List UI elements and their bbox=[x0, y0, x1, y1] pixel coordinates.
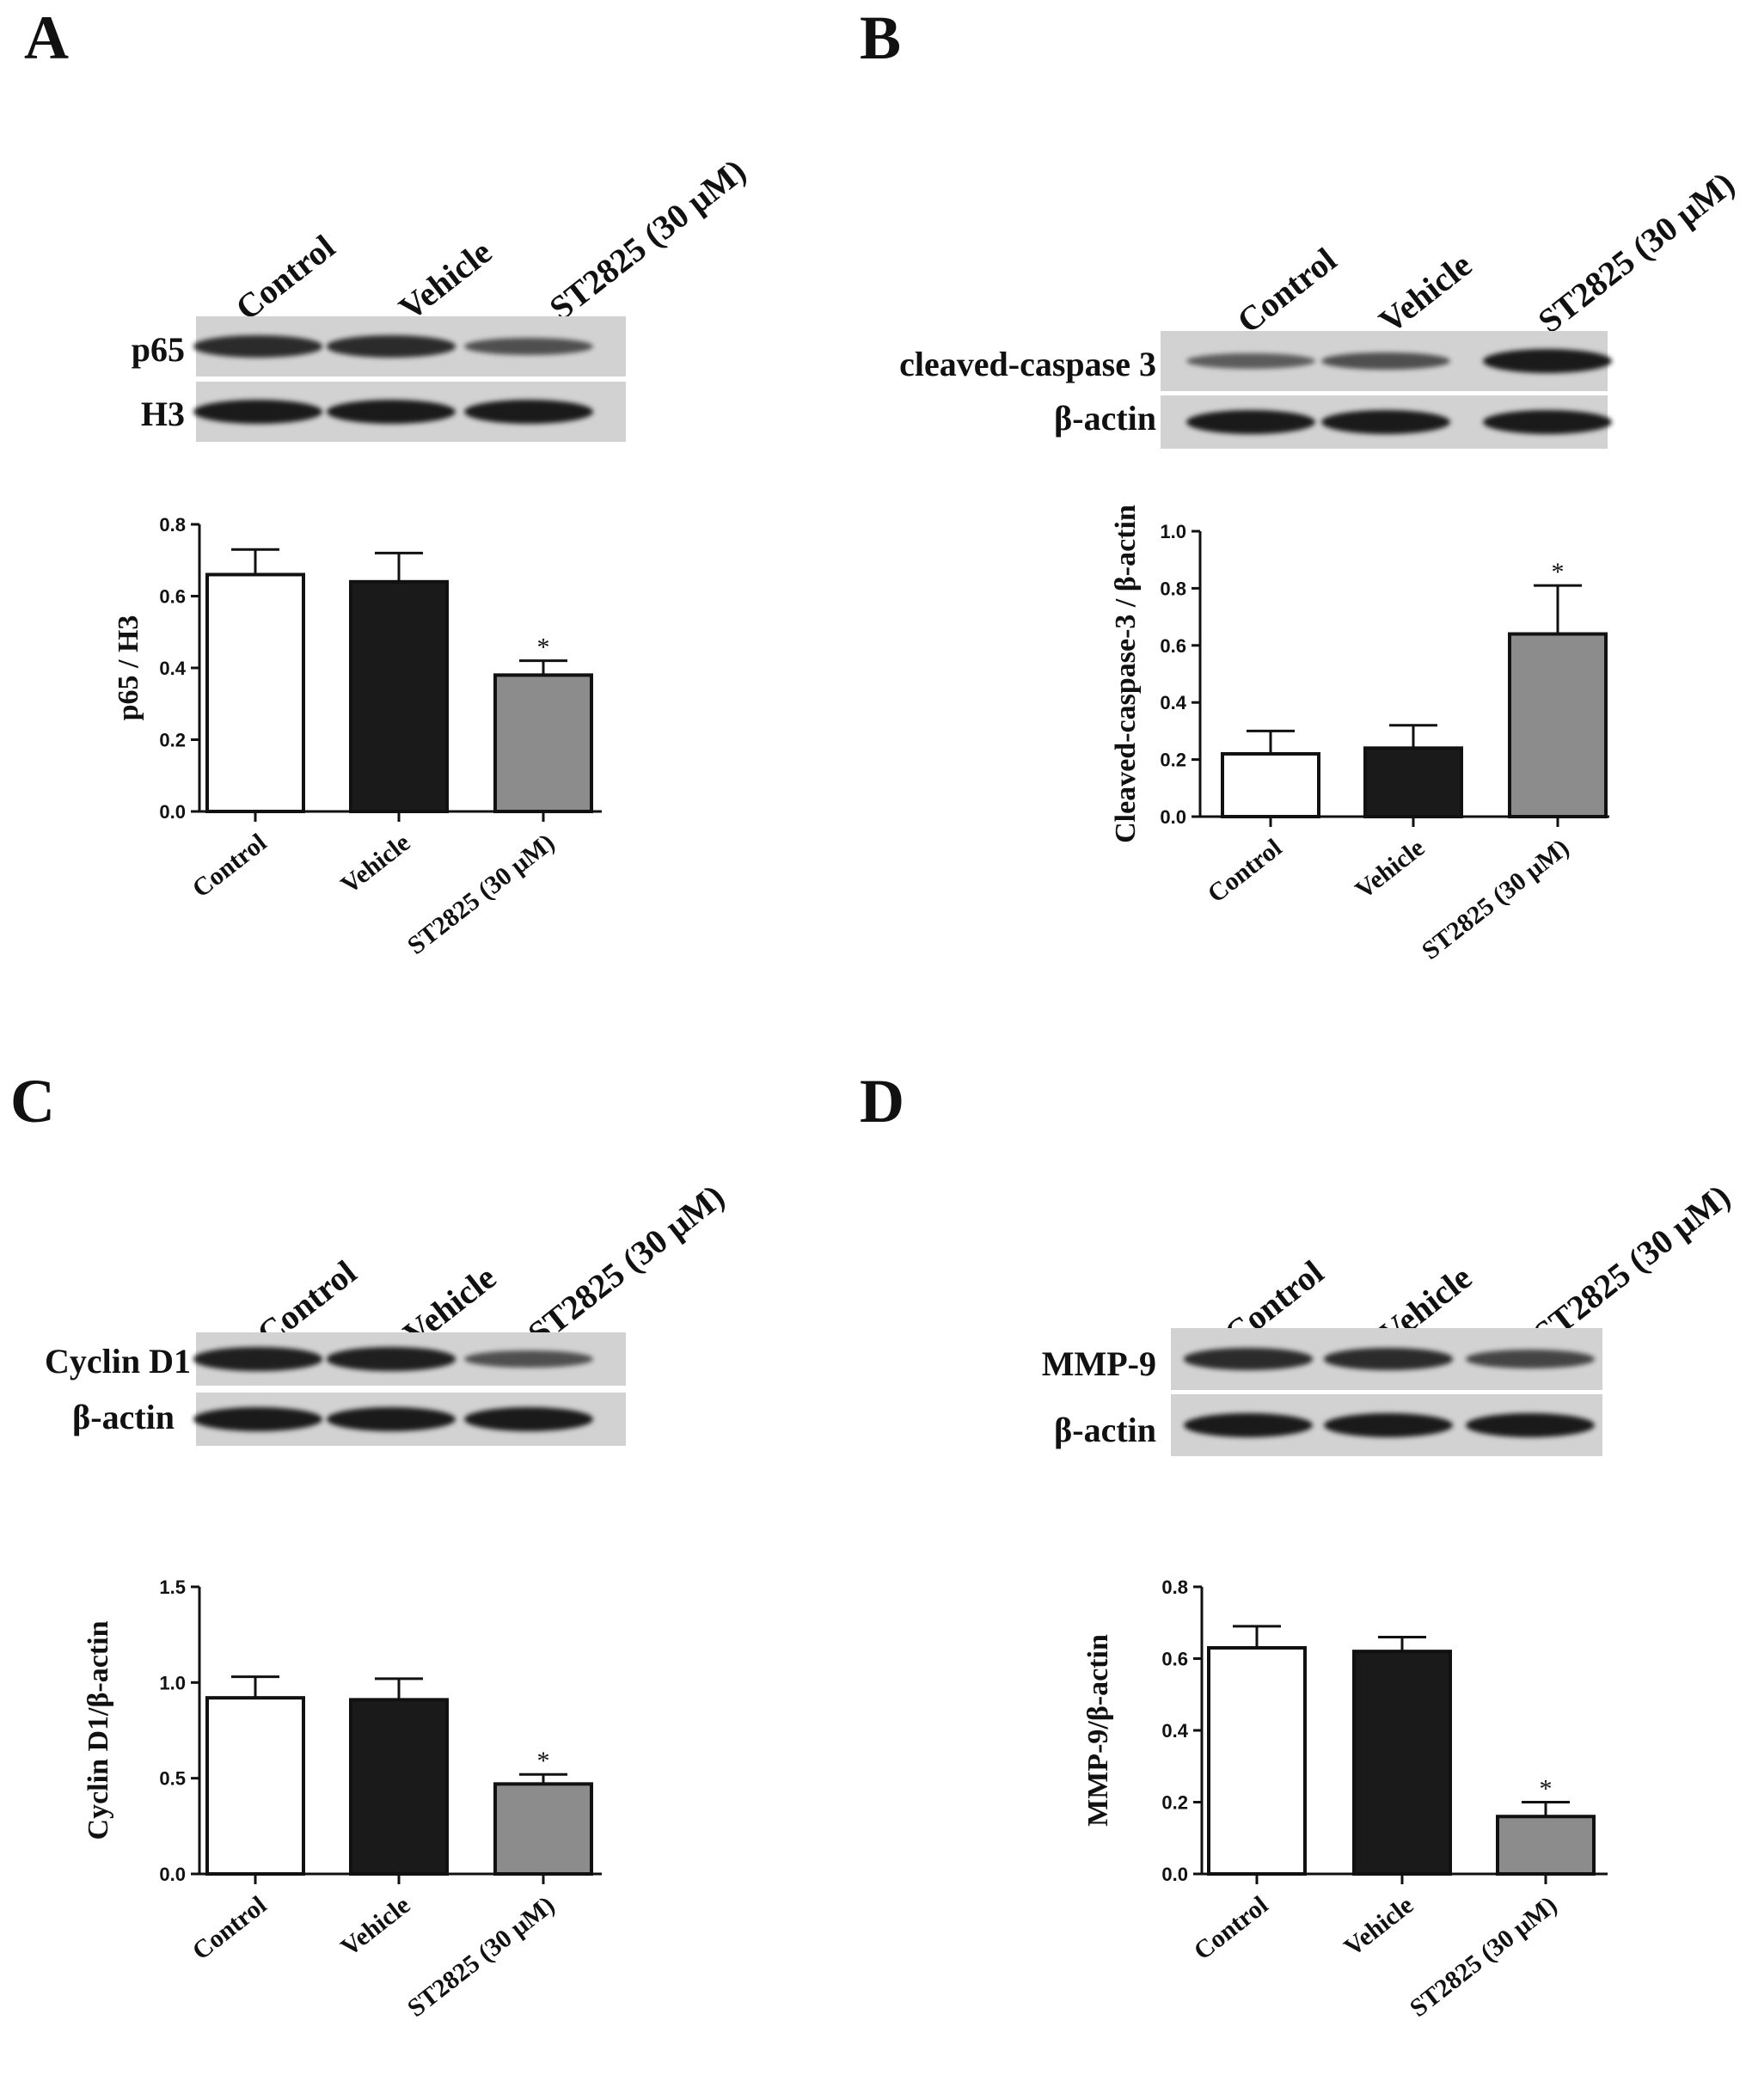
blot-band bbox=[193, 1407, 322, 1431]
y-tick-label: 1.5 bbox=[159, 1577, 186, 1598]
blot-band bbox=[1321, 352, 1450, 370]
y-tick-label: 0.2 bbox=[159, 730, 186, 751]
y-tick-label: 1.0 bbox=[1160, 521, 1186, 542]
blot-band bbox=[464, 400, 593, 424]
x-tick-label: Vehicle bbox=[335, 829, 415, 900]
blot-band bbox=[1186, 352, 1315, 370]
panel-letter: C bbox=[10, 1067, 55, 1136]
blot-band bbox=[327, 335, 456, 358]
y-tick-label: 0.2 bbox=[1161, 1792, 1188, 1814]
blot-label-h3: H3 bbox=[140, 395, 185, 433]
x-tick-label: ST2825 (30 μM) bbox=[402, 1891, 560, 2023]
blot-band bbox=[327, 400, 456, 424]
blot-band bbox=[464, 1350, 593, 1368]
panel-c: C Control Vehicle ST2825 (30 μM) Cyclin … bbox=[0, 1049, 873, 2097]
bar bbox=[205, 1696, 305, 1876]
bar-chart: 0.0 0.2 0.4 0.6 0.8 1.0 Cleaved-caspase-3 / β-… bbox=[1110, 505, 1609, 965]
y-tick-label: 0.8 bbox=[1161, 1577, 1188, 1598]
panel-letter: A bbox=[24, 3, 69, 72]
bar bbox=[1496, 1815, 1596, 1877]
x-tick-label: ST2825 (30 μM) bbox=[1405, 1891, 1562, 2023]
blot-band bbox=[1466, 1350, 1595, 1368]
significance-marker: * bbox=[537, 1747, 550, 1775]
bar bbox=[349, 579, 449, 813]
blot-band bbox=[1483, 410, 1612, 434]
y-tick-label: 0.2 bbox=[1160, 750, 1186, 771]
blot-label-cleaved-caspase: cleaved-caspase 3 bbox=[899, 345, 1156, 383]
y-tick-label: 0.5 bbox=[159, 1768, 186, 1790]
bar bbox=[1508, 632, 1608, 819]
y-tick-label: 0.8 bbox=[159, 514, 186, 536]
blot-band bbox=[1324, 1413, 1453, 1437]
y-axis-label: Cyclin D1/β-actin bbox=[83, 1620, 114, 1840]
bar bbox=[349, 1698, 449, 1877]
blot-band bbox=[1483, 349, 1612, 373]
y-axis-label: p65 / H3 bbox=[113, 615, 144, 721]
bar-chart: 0.0 0.2 0.4 0.6 0.8 MMP-9/β-actin Control Vehic… bbox=[1082, 1577, 1608, 2023]
bar bbox=[493, 673, 593, 813]
blot-label-p65: p65 bbox=[131, 330, 185, 369]
blot-label-beta-actin: β-actin bbox=[1054, 399, 1156, 438]
y-axis-label: MMP-9/β-actin bbox=[1082, 1634, 1114, 1827]
y-tick-label: 0.6 bbox=[1160, 635, 1186, 657]
blot-band bbox=[327, 1347, 456, 1371]
panel-a: A Control Vehicle ST2825 (30 μM) p65 H3 … bbox=[0, 0, 873, 1049]
blot-label-beta-actin: β-actin bbox=[72, 1398, 175, 1436]
x-tick-label: Vehicle bbox=[1339, 1891, 1418, 1962]
significance-marker: * bbox=[537, 634, 550, 662]
y-tick-label: 0.4 bbox=[1160, 692, 1186, 713]
y-tick-label: 0.0 bbox=[159, 801, 186, 823]
y-tick-label: 0.6 bbox=[159, 586, 186, 608]
blot-band bbox=[464, 1407, 593, 1431]
x-tick-label: Vehicle bbox=[1350, 834, 1430, 905]
bar-chart: 0.0 0.5 1.0 1.5 Cyclin D1/β-actin Control Vehi… bbox=[83, 1577, 602, 2023]
y-tick-label: 0.4 bbox=[1161, 1720, 1188, 1742]
blot-band bbox=[193, 335, 322, 358]
blot-band bbox=[1186, 410, 1315, 434]
x-tick-label: Control bbox=[1203, 834, 1288, 909]
bar bbox=[1363, 746, 1463, 819]
bar bbox=[1207, 1645, 1307, 1876]
blot-band bbox=[1324, 1348, 1453, 1370]
panel-letter: D bbox=[860, 1067, 904, 1136]
y-tick-label: 0.0 bbox=[159, 1864, 186, 1885]
x-tick-label: Control bbox=[187, 829, 273, 903]
blot-band bbox=[464, 338, 593, 355]
bar bbox=[205, 572, 305, 813]
blot-band bbox=[193, 400, 322, 424]
y-tick-label: 0.0 bbox=[1160, 806, 1186, 828]
blot-band bbox=[1184, 1413, 1313, 1437]
significance-marker: * bbox=[1552, 558, 1565, 586]
x-tick-label: Vehicle bbox=[335, 1891, 415, 1962]
bar bbox=[493, 1782, 593, 1877]
bar bbox=[1221, 751, 1320, 819]
bar bbox=[1352, 1650, 1452, 1877]
panel-b: B Control Vehicle ST2825 (30 μM) cleaved… bbox=[860, 0, 1742, 1049]
x-tick-label: ST2825 (30 μM) bbox=[402, 829, 560, 960]
y-axis-label: Cleaved-caspase-3 / β-actin bbox=[1110, 505, 1142, 843]
y-tick-label: 0.6 bbox=[1161, 1649, 1188, 1670]
x-tick-label: ST2825 (30 μM) bbox=[1417, 834, 1574, 965]
blot-band bbox=[327, 1407, 456, 1431]
blot-label-mmp9: MMP-9 bbox=[1041, 1344, 1156, 1383]
blot-label-beta-actin: β-actin bbox=[1054, 1411, 1156, 1449]
blot-band bbox=[1466, 1413, 1595, 1437]
panel-letter: B bbox=[860, 3, 902, 72]
blot-band bbox=[1321, 410, 1450, 434]
significance-marker: * bbox=[1540, 1775, 1553, 1803]
x-tick-label: Control bbox=[187, 1891, 273, 1966]
y-tick-label: 1.0 bbox=[159, 1672, 186, 1693]
y-tick-label: 0.8 bbox=[1160, 578, 1186, 599]
y-tick-label: 0.4 bbox=[159, 658, 186, 679]
blot-label-cyclin-d1: Cyclin D1 bbox=[45, 1342, 191, 1381]
blot-band bbox=[1184, 1348, 1313, 1370]
panel-d: D Control Vehicle ST2825 (30 μM) MMP-9 β… bbox=[860, 1049, 1737, 2097]
bar-chart: 0.0 0.2 0.4 0.6 0.8 p65 / H3 Control Vehicle * ST… bbox=[113, 514, 602, 960]
y-tick-label: 0.0 bbox=[1161, 1864, 1188, 1885]
x-tick-label: Control bbox=[1189, 1891, 1274, 1966]
blot-band bbox=[193, 1347, 322, 1371]
